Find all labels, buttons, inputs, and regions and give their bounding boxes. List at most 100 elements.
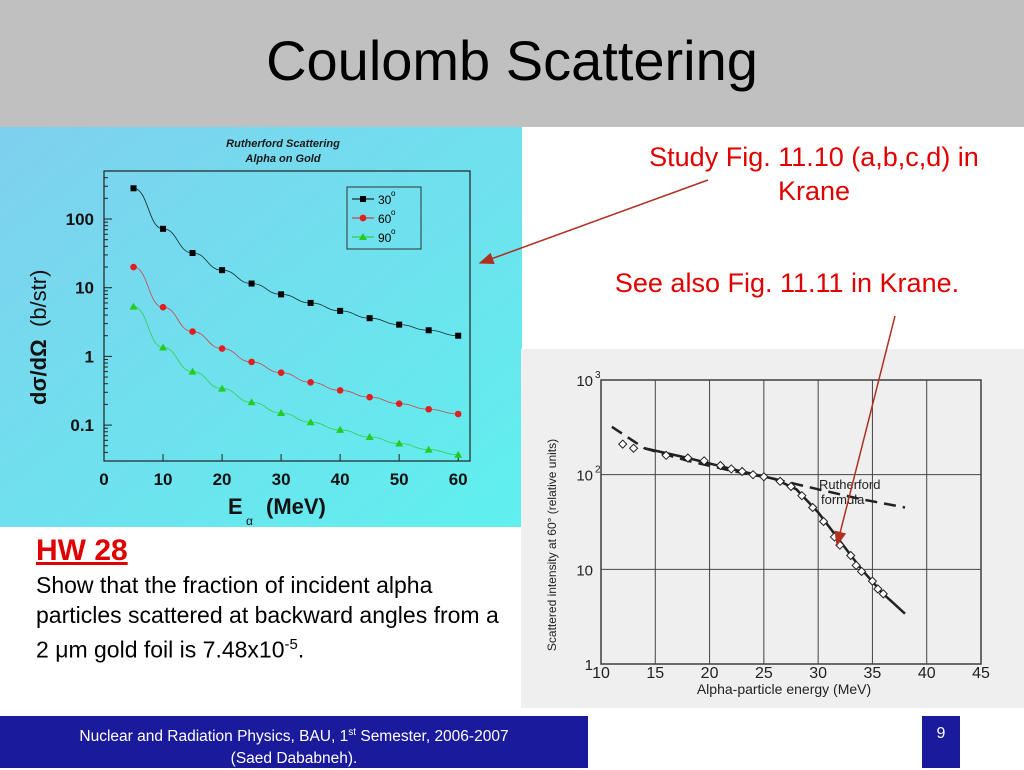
chart1-title: Rutherford Scattering [226, 138, 340, 150]
footer-sup: st [348, 727, 357, 738]
x-label-unit: (MeV) [266, 494, 326, 519]
x-label-e: E [228, 494, 243, 519]
series-30-marker [366, 315, 373, 322]
series-60-marker [277, 369, 285, 376]
chart1-x-tick-label: 60 [449, 470, 468, 489]
chart2-data-point [878, 589, 888, 599]
chart2-data-points [618, 439, 888, 599]
chart2-y-tick-label: 10 [576, 468, 593, 485]
see-also-note: See also Fig. 11.11 in Krane. [614, 268, 960, 298]
series-60-marker [336, 387, 344, 394]
series-30-marker [130, 185, 137, 192]
rutherford-annotation-1: Rutherford [819, 477, 880, 492]
series-60-marker [454, 410, 462, 418]
chart2-data-point [873, 584, 883, 594]
hw-text-2: m gold foil is 7.48x10 [68, 636, 285, 663]
series-30-marker [189, 250, 196, 257]
chart2-x-tick-label: 10 [592, 665, 610, 682]
series-30-marker [307, 299, 314, 306]
study-note: Study Fig. 11.10 (a,b,c,d) in Krane [649, 142, 979, 206]
series-90-marker [454, 450, 463, 458]
homework-title: HW 28 [36, 534, 128, 567]
chart2-x-tick-label: 35 [864, 665, 882, 682]
chart1-subtitle: Alpha on Gold [244, 153, 320, 165]
rutherford-chart: Rutherford Scattering Alpha on Gold 0 10 2… [0, 127, 522, 527]
chart2-data-point [726, 464, 736, 474]
chart2-x-tick-label: 40 [918, 665, 936, 682]
chart2-data-point [851, 560, 861, 571]
chart1-x-tick-label: 10 [154, 470, 173, 489]
chart2-background [521, 349, 1024, 708]
series-90-marker [129, 302, 138, 310]
chart2-x-tick-label: 30 [809, 665, 827, 682]
series-30-marker [278, 291, 285, 298]
chart1-y-axis: 0.1 1 10 100 [66, 177, 112, 453]
legend-label-30: 30 [378, 193, 392, 207]
chart2-data-point [737, 466, 747, 477]
chart2-data-point [618, 439, 628, 449]
footer-text-2: Semester, 2006-2007 [356, 728, 509, 746]
page-number: 9 [922, 716, 960, 768]
series-90-marker [188, 367, 197, 375]
chart1-x-axis-label: E α (MeV) [228, 494, 326, 527]
legend-degree-90: o [391, 227, 396, 236]
chart1-x-tick-label: 20 [213, 470, 232, 489]
series-90-marker [306, 418, 315, 426]
series-30-marker [219, 267, 226, 274]
series-line-2 [133, 306, 459, 456]
chart1-x-tick-label: 30 [272, 470, 291, 489]
series-60-marker [218, 345, 226, 352]
chart1-plot-frame [103, 170, 471, 462]
chart2-y-tick-label: 10 [576, 373, 593, 390]
chart2-y-label: Scattered intensity at 60° (relative uni… [545, 439, 559, 651]
series-60-marker [395, 400, 403, 407]
hw-mu: μ [55, 636, 69, 663]
chart2-data-point [628, 443, 639, 453]
chart2-data-point [715, 460, 726, 471]
chart2-y-tick-exponent: 2 [595, 465, 601, 476]
chart2-y-tick-label: 10 [576, 562, 593, 579]
x-label-alpha: α [246, 514, 253, 527]
chart1-y-tick-label: 10 [75, 279, 94, 298]
legend-label-60: 60 [378, 212, 392, 226]
homework-block: HW 28 Show that the fraction of incident… [36, 532, 506, 665]
chart1-x-axis: 0 10 20 30 40 50 60 [99, 454, 468, 489]
chart1-legend: 30 o 60 o 90 o [346, 186, 422, 250]
chart2-data-point [775, 476, 785, 487]
series-60-marker [248, 358, 255, 366]
chart2-data-point [661, 450, 671, 461]
footer-course: Nuclear and Radiation Physics, BAU, 1st … [0, 716, 588, 768]
chart2-data-point [856, 566, 867, 577]
footer-text-1: Nuclear and Radiation Physics, BAU, 1 [79, 728, 349, 746]
chart2-x-tick-label: 25 [755, 665, 773, 682]
footer-author: (Saed Dababneh). [230, 750, 358, 768]
title-bar [0, 0, 1024, 127]
series-90-marker [365, 433, 374, 441]
chart2-data-point [759, 472, 769, 482]
chart2-data-point [797, 490, 807, 501]
chart1-y-tick-label: 0.1 [70, 416, 94, 435]
legend-degree-60: o [391, 208, 396, 217]
y-label-unit: (b/str) [26, 270, 51, 327]
chart2-x-label: Alpha-particle energy (MeV) [697, 681, 871, 697]
chart1-x-tick-label: 40 [331, 470, 350, 489]
chart2-y-tick-label: 1 [585, 657, 593, 674]
series-30-marker [425, 327, 432, 334]
chart1-y-tick-label: 1 [85, 347, 94, 366]
series-90-marker [218, 384, 227, 392]
series-90-marker [247, 398, 256, 406]
rutherford-annotation-2: formula [821, 492, 865, 507]
legend-60-marker [359, 214, 367, 222]
slide-title: Coulomb Scattering [266, 29, 758, 92]
series-90-marker [395, 439, 404, 447]
chart2-data-point [808, 502, 818, 513]
series-60-marker [307, 378, 314, 386]
chart1-x-tick-label: 50 [390, 470, 409, 489]
chart2-data-point [846, 550, 856, 561]
chart2-y-tick-exponent: 3 [595, 370, 601, 381]
series-60-marker [425, 405, 432, 413]
series-90-marker [424, 445, 433, 453]
series-30-marker [160, 225, 167, 232]
legend-degree-30: o [391, 189, 396, 198]
